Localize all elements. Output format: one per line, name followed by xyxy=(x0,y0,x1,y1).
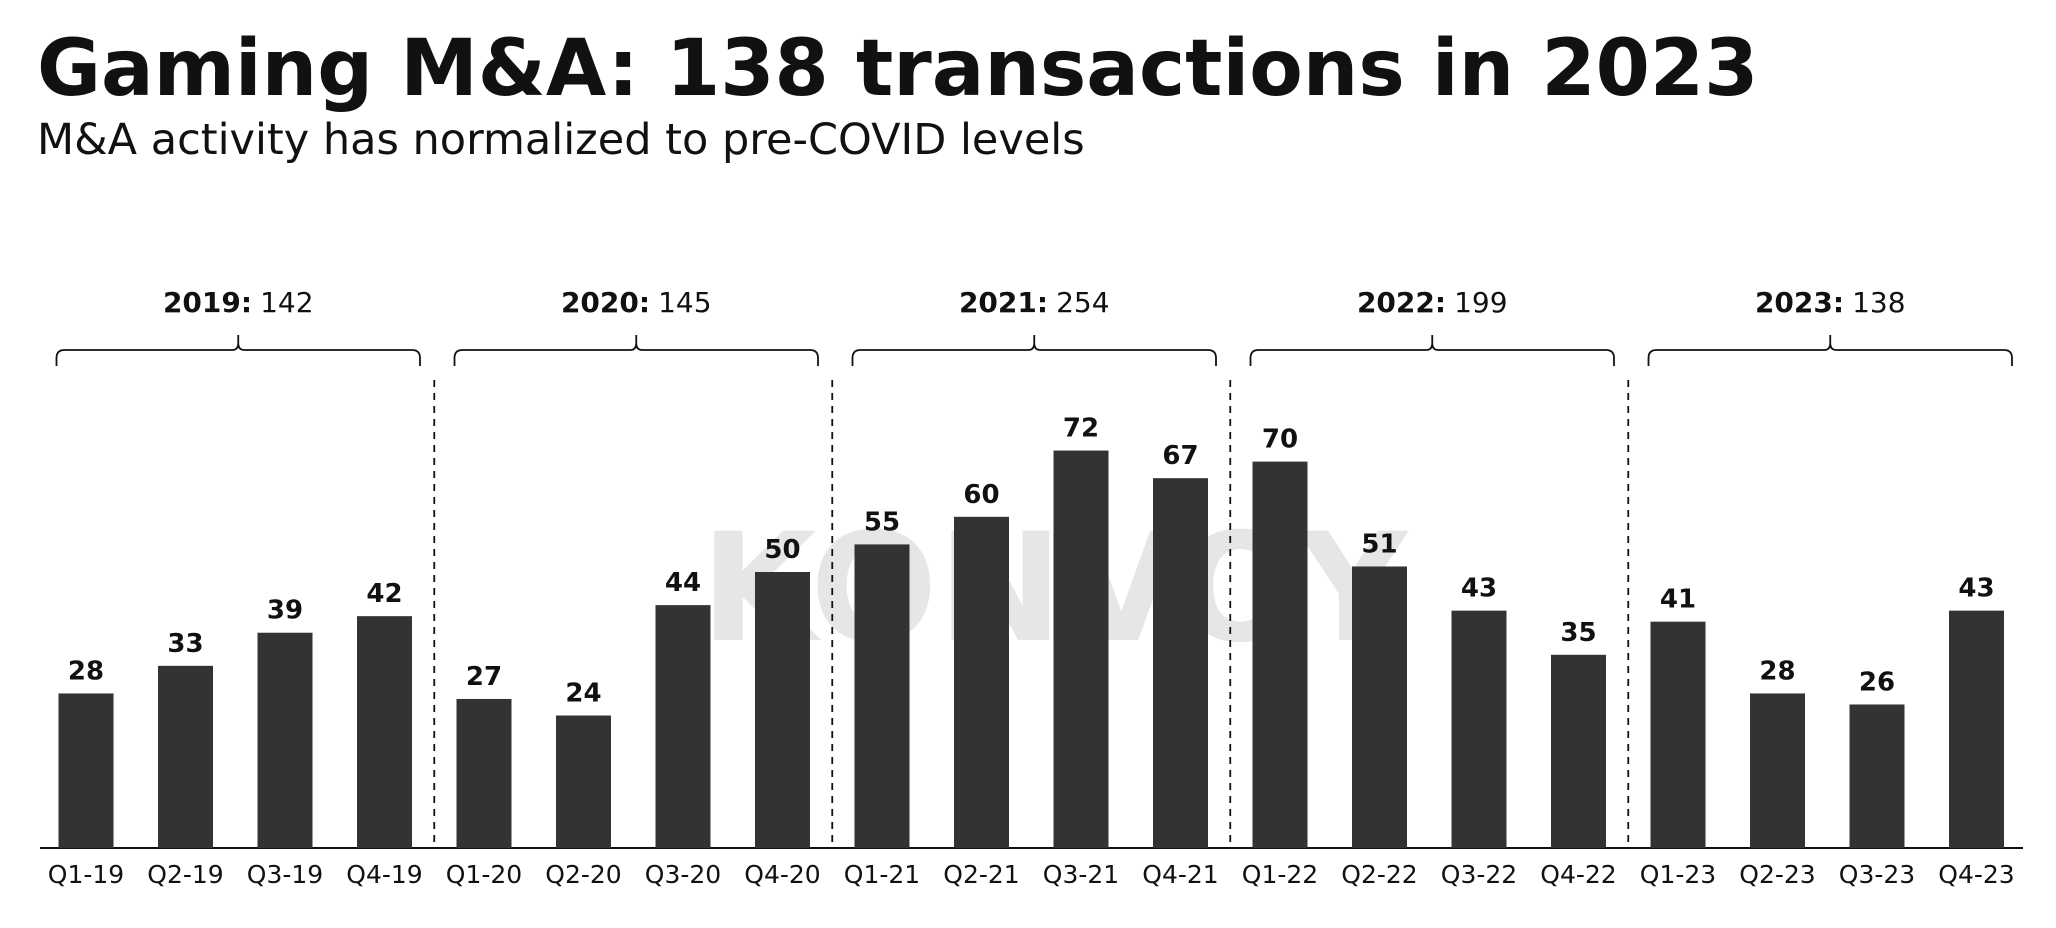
value-label: 51 xyxy=(1361,529,1397,559)
value-label: 50 xyxy=(764,535,800,565)
bar xyxy=(1551,654,1606,848)
bar xyxy=(556,715,611,848)
chart-title: Gaming M&A: 138 transactions in 2023 xyxy=(37,24,1758,114)
value-label: 72 xyxy=(1063,414,1099,444)
bar xyxy=(1949,610,2004,848)
value-label: 28 xyxy=(68,656,104,686)
x-tick-label: Q3-21 xyxy=(1043,860,1119,889)
x-tick-label: Q1-22 xyxy=(1242,860,1318,889)
x-tick-label: Q2-23 xyxy=(1739,860,1815,889)
value-label: 70 xyxy=(1262,425,1298,455)
group-total: 142 xyxy=(260,286,313,319)
x-tick-label: Q1-23 xyxy=(1640,860,1716,889)
value-label: 35 xyxy=(1560,618,1596,648)
value-label: 43 xyxy=(1958,574,1994,604)
value-label: 60 xyxy=(963,480,999,510)
value-label: 55 xyxy=(864,507,900,537)
bar xyxy=(1849,704,1905,848)
bar xyxy=(1053,450,1109,848)
group-year: 2021: xyxy=(959,286,1048,319)
group-bracket xyxy=(1249,335,1615,366)
x-tick-label: Q3-22 xyxy=(1441,860,1517,889)
group-total: 199 xyxy=(1454,286,1507,319)
group-label: 2020: 145 xyxy=(561,286,712,319)
value-label: 67 xyxy=(1162,441,1198,471)
group-bracket xyxy=(851,335,1217,366)
x-tick-label: Q2-19 xyxy=(147,860,223,889)
value-label: 43 xyxy=(1461,574,1497,604)
x-tick-label: Q4-20 xyxy=(744,860,820,889)
bar xyxy=(1750,693,1805,848)
x-tick-label: Q4-21 xyxy=(1142,860,1218,889)
x-tick-label: Q2-21 xyxy=(943,860,1019,889)
group-label: 2019: 142 xyxy=(163,286,314,319)
bar xyxy=(755,572,810,848)
value-label: 39 xyxy=(267,596,303,626)
bar xyxy=(1252,461,1308,848)
value-label: 42 xyxy=(366,579,402,609)
chart-subtitle: M&A activity has normalized to pre-COVID… xyxy=(37,115,1085,165)
bar xyxy=(655,605,711,848)
bar xyxy=(357,616,412,848)
x-tick-label: Q1-19 xyxy=(48,860,124,889)
bar xyxy=(1650,621,1706,848)
group-total: 254 xyxy=(1056,286,1109,319)
x-tick-label: Q4-19 xyxy=(346,860,422,889)
x-tick-label: Q4-23 xyxy=(1938,860,2014,889)
value-label: 33 xyxy=(167,629,203,659)
bar xyxy=(854,544,910,848)
group-label: 2021: 254 xyxy=(959,286,1110,319)
group-total: 138 xyxy=(1852,286,1905,319)
x-tick-label: Q2-20 xyxy=(545,860,621,889)
bar xyxy=(58,693,114,848)
x-tick-label: Q1-20 xyxy=(446,860,522,889)
bar xyxy=(257,632,313,848)
x-tick-label: Q3-23 xyxy=(1839,860,1915,889)
bar xyxy=(1451,610,1507,848)
group-bracket xyxy=(1647,335,2013,366)
value-label: 27 xyxy=(466,662,502,692)
group-bracket xyxy=(55,335,421,366)
value-label: 44 xyxy=(665,568,701,598)
bar xyxy=(158,665,213,848)
value-label: 24 xyxy=(565,679,601,709)
bar xyxy=(456,698,512,848)
group-year: 2020: xyxy=(561,286,650,319)
bar xyxy=(1153,478,1208,848)
bar xyxy=(1352,566,1407,848)
group-label: 2023: 138 xyxy=(1755,286,1906,319)
x-tick-label: Q1-21 xyxy=(844,860,920,889)
x-tick-label: Q2-22 xyxy=(1341,860,1417,889)
group-year: 2023: xyxy=(1755,286,1844,319)
group-total: 145 xyxy=(658,286,711,319)
bar xyxy=(954,516,1009,848)
x-tick-label: Q3-19 xyxy=(247,860,323,889)
value-label: 26 xyxy=(1859,667,1895,697)
x-tick-label: Q4-22 xyxy=(1540,860,1616,889)
group-year: 2022: xyxy=(1357,286,1446,319)
group-label: 2022: 199 xyxy=(1357,286,1508,319)
x-tick-label: Q3-20 xyxy=(645,860,721,889)
group-bracket xyxy=(453,335,819,366)
group-year: 2019: xyxy=(163,286,252,319)
value-label: 41 xyxy=(1660,585,1696,615)
value-label: 28 xyxy=(1759,656,1795,686)
